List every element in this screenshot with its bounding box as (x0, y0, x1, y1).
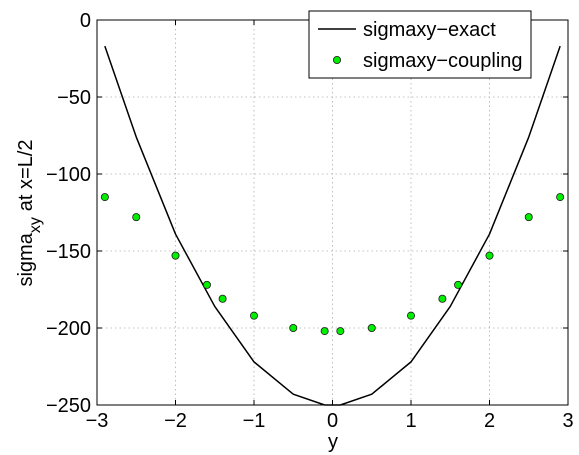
y-axis-label-rest: at x=L/2 (15, 139, 37, 211)
data-point-coupling (438, 294, 447, 303)
plot-area (100, 45, 565, 406)
data-point-coupling (218, 294, 227, 303)
legend-label-coupling: sigmaxy−coupling (363, 50, 523, 72)
y-tick-label: −250 (46, 395, 91, 417)
y-axis-label-subscript: xy (27, 217, 44, 233)
data-point-coupling (320, 327, 329, 336)
data-point-coupling (367, 323, 376, 332)
x-tick-label: −3 (86, 410, 109, 432)
data-point-coupling (171, 251, 180, 260)
x-tick-label: 1 (405, 410, 416, 432)
y-tick-label: −200 (46, 318, 91, 340)
data-point-coupling (202, 280, 211, 289)
legend-label-exact: sigmaxy−exact (363, 19, 496, 41)
grid (97, 20, 568, 405)
x-axis-label: y (328, 431, 338, 453)
data-point-coupling (485, 251, 494, 260)
x-tick-label: 2 (484, 410, 495, 432)
y-axis-label: sigmaxy at x=L/2 (15, 139, 44, 286)
y-axis-label-main: sigma (15, 232, 37, 286)
y-tick-label: −50 (57, 87, 91, 109)
ticks: −3 −2 −1 0 1 2 3 0 −50 −100 −150 −200 −250 (46, 10, 574, 432)
y-tick-label: 0 (80, 10, 91, 32)
legend-marker-swatch (332, 56, 341, 65)
x-tick-label: −2 (164, 410, 187, 432)
data-point-coupling (100, 193, 109, 202)
y-tick-label: −100 (46, 164, 91, 186)
x-tick-label: 0 (327, 410, 338, 432)
data-point-coupling (289, 323, 298, 332)
data-point-coupling (454, 280, 463, 289)
series-line-exact (104, 45, 561, 406)
y-tick-label: −150 (46, 241, 91, 263)
svg-text:sigmaxyat x=L/2: sigmaxy at x=L/2 (15, 139, 44, 286)
x-tick-label: −1 (243, 410, 266, 432)
data-point-coupling (249, 311, 258, 320)
data-point-coupling (556, 193, 565, 202)
legend-box (308, 10, 532, 79)
x-tick-label: 3 (562, 410, 573, 432)
legend: sigmaxy−exact sigmaxy−coupling (308, 10, 532, 79)
data-point-coupling (524, 213, 533, 222)
data-point-coupling (406, 311, 415, 320)
data-point-coupling (132, 213, 141, 222)
data-point-coupling (336, 327, 345, 336)
